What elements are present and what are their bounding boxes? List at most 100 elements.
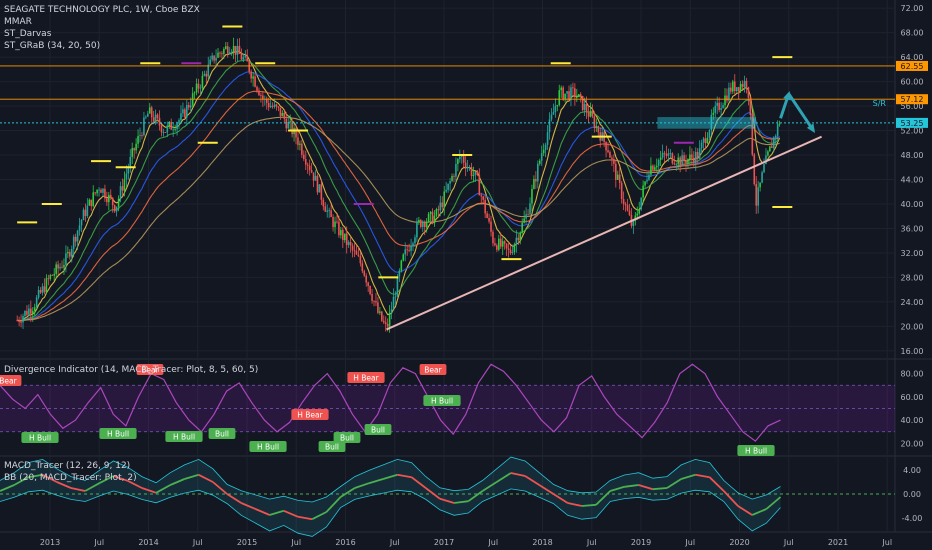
candle-body [416,222,418,238]
macd-line-segment[interactable] [368,478,384,485]
macd-title[interactable]: MACD_Tracer (12, 26, 9, 12) [4,461,131,471]
candle-body [109,194,112,198]
x-tick-label: Jul [93,538,104,547]
macd-line-segment[interactable] [13,476,29,486]
candle-body [581,95,584,111]
candle-body [267,102,270,108]
candle-body [537,163,539,182]
macd-line-segment[interactable] [708,476,725,492]
macd-legend: MACD_Tracer (12, 26, 9, 12) BB (20, MACD… [4,460,137,484]
indicator-mmar[interactable]: MMAR [4,17,32,27]
macd-line-segment[interactable] [666,478,682,489]
macd-line-segment[interactable] [595,490,611,506]
macd-line-segment[interactable] [28,473,43,479]
macd-line-segment[interactable] [113,475,129,482]
macd-line-segment[interactable] [467,490,484,502]
macd-line-segment[interactable] [56,481,72,489]
candle-body [334,221,336,228]
divergence-line[interactable] [0,363,781,442]
candle-body [230,51,233,53]
macd-line-segment[interactable] [297,515,313,521]
candle-body [671,153,674,164]
candle-body [640,197,642,210]
symbol-title[interactable]: SEAGATE TECHNOLOGY PLC, 1W, Cboe BZX [4,5,200,15]
macd-line-segment[interactable] [98,475,114,485]
macd-line-segment[interactable] [411,476,427,489]
macd-line-segment[interactable] [198,473,214,483]
candle-body [552,112,555,115]
macd-tick-label: 0.00 [903,490,921,499]
macd-line-segment[interactable] [581,503,597,507]
macd-line-segment[interactable] [141,487,157,494]
macd-line-segment[interactable] [397,473,412,479]
candle-body [193,92,196,94]
divergence-panel[interactable]: Bear H Bull H Bull Bear H Bull Bull H Bull H Be… [0,363,895,456]
candle-body [554,106,557,113]
macd-line-segment[interactable] [354,482,370,489]
macd-line-segment[interactable] [155,484,171,494]
candle-body [556,104,559,107]
macd-line-segment[interactable] [496,472,512,483]
macd-line-segment[interactable] [680,473,696,480]
macd-line-segment[interactable] [311,511,327,521]
macd-line-segment[interactable] [454,500,469,504]
macd-line-segment[interactable] [382,473,398,480]
candle-body [100,189,102,193]
candle-body [429,211,432,214]
macd-line-segment[interactable] [552,493,569,504]
bb-title[interactable]: BB (20, MACD_Tracer: Plot, 2) [4,473,137,483]
candle-body [160,125,163,133]
macd-line-segment[interactable] [0,484,15,492]
macd-line-segment[interactable] [84,482,100,492]
macd-line-segment[interactable] [425,487,441,500]
candle-body [154,114,157,122]
macd-line-segment[interactable] [538,484,554,495]
candle-body [156,114,159,118]
macd-line-segment[interactable] [695,473,710,479]
macd-line-segment[interactable] [439,497,455,504]
price-tick-label: 44.00 [901,176,924,185]
macd-line-segment[interactable] [226,493,242,504]
macd-panel[interactable] [0,456,895,537]
macd-line-segment[interactable] [70,487,86,492]
macd-line-segment[interactable] [638,484,654,491]
macd-line-segment[interactable] [255,508,270,516]
indicator-grab[interactable]: ST_GRaB (34, 20, 50) [4,41,101,51]
macd-line-segment[interactable] [524,475,540,486]
divergence-title[interactable]: Divergence Indicator (14, MACD_Tracer: P… [4,365,259,375]
macd-line-segment[interactable] [283,509,299,518]
macd-line-segment[interactable] [652,487,668,491]
macd-line-segment[interactable] [169,478,185,486]
candle-body [657,159,660,166]
price-panel[interactable]: S/R [0,25,895,333]
macd-line-segment[interactable] [340,487,356,498]
x-tick-label: 2016 [335,538,355,547]
macd-line-segment[interactable] [765,496,782,510]
candle-body [669,153,672,155]
macd-line-segment[interactable] [723,490,739,507]
macd-line-segment[interactable] [609,485,625,492]
candle-body [451,176,453,181]
macd-line-segment[interactable] [567,502,583,507]
candle-body [386,324,389,327]
macd-line-segment[interactable] [624,484,639,488]
projection-arrow[interactable] [787,92,815,132]
macd-line-segment[interactable] [212,481,228,495]
macd-line-segment[interactable] [127,479,143,489]
macd-line-segment[interactable] [269,509,285,516]
macd-line-segment[interactable] [751,508,767,516]
macd-line-segment[interactable] [42,473,58,483]
macd-line-segment[interactable] [482,481,498,492]
macd-line-segment[interactable] [325,496,342,513]
candle-body [22,316,24,323]
indicator-darvas[interactable]: ST_Darvas [4,29,52,39]
macd-line-segment[interactable] [184,473,199,480]
macd-line-segment[interactable] [240,502,256,510]
macd-line-segment[interactable] [737,505,753,516]
macd-line-segment[interactable] [510,472,526,477]
moving-average-line [17,71,780,322]
trendline[interactable] [386,135,822,331]
price-tick-label: 40.00 [901,200,924,209]
candle-body [30,308,32,314]
